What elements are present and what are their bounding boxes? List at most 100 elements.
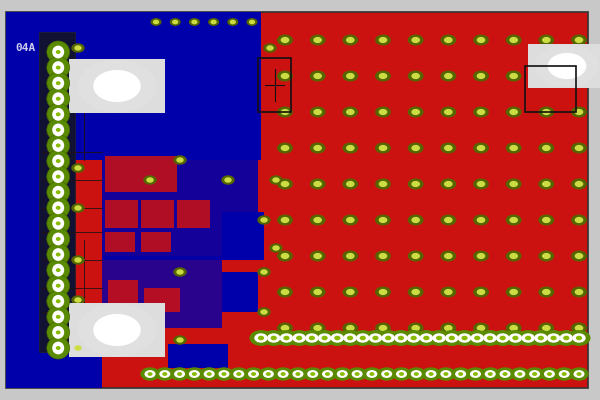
Circle shape: [445, 182, 452, 186]
Circle shape: [160, 371, 170, 377]
Circle shape: [412, 290, 419, 294]
Circle shape: [72, 344, 84, 352]
Circle shape: [572, 179, 586, 189]
Circle shape: [170, 19, 180, 25]
Circle shape: [261, 310, 267, 314]
Circle shape: [575, 74, 583, 78]
Circle shape: [441, 331, 463, 345]
Circle shape: [144, 176, 156, 184]
Circle shape: [533, 373, 536, 375]
Ellipse shape: [47, 228, 70, 250]
Ellipse shape: [47, 166, 70, 188]
Circle shape: [347, 254, 354, 258]
Circle shape: [249, 371, 259, 377]
Circle shape: [539, 35, 554, 45]
Ellipse shape: [52, 217, 64, 230]
Circle shape: [376, 71, 390, 81]
Circle shape: [177, 270, 183, 274]
Circle shape: [409, 35, 423, 45]
Circle shape: [174, 156, 186, 164]
Bar: [39, 32, 75, 352]
Circle shape: [284, 336, 289, 340]
Circle shape: [376, 143, 390, 153]
Ellipse shape: [52, 201, 64, 214]
Circle shape: [416, 331, 437, 345]
Circle shape: [445, 218, 452, 222]
Circle shape: [219, 371, 229, 377]
Circle shape: [230, 368, 248, 380]
Circle shape: [310, 107, 325, 117]
Ellipse shape: [56, 112, 61, 116]
Circle shape: [344, 334, 356, 342]
Circle shape: [331, 334, 343, 342]
Circle shape: [177, 338, 183, 342]
Circle shape: [245, 368, 263, 380]
Circle shape: [474, 323, 488, 333]
Circle shape: [75, 258, 81, 262]
Bar: [141, 200, 174, 228]
Ellipse shape: [56, 159, 61, 163]
Circle shape: [343, 143, 358, 153]
Circle shape: [314, 290, 321, 294]
Circle shape: [518, 373, 521, 375]
Circle shape: [412, 182, 419, 186]
Circle shape: [339, 331, 361, 345]
Circle shape: [178, 373, 181, 375]
Circle shape: [376, 215, 390, 225]
Circle shape: [575, 182, 583, 186]
Circle shape: [575, 218, 583, 222]
Circle shape: [409, 71, 423, 81]
Ellipse shape: [52, 310, 64, 323]
Circle shape: [376, 323, 390, 333]
Circle shape: [470, 371, 480, 377]
Circle shape: [278, 35, 292, 45]
Circle shape: [543, 218, 550, 222]
Ellipse shape: [52, 186, 64, 199]
Ellipse shape: [52, 124, 64, 136]
Circle shape: [347, 218, 354, 222]
Circle shape: [156, 368, 174, 380]
Circle shape: [319, 334, 331, 342]
Bar: [105, 232, 135, 252]
Circle shape: [473, 373, 477, 375]
Circle shape: [258, 308, 270, 316]
Circle shape: [515, 371, 524, 377]
Circle shape: [437, 336, 442, 340]
Circle shape: [75, 206, 81, 210]
Bar: [258, 58, 291, 112]
Circle shape: [397, 371, 406, 377]
Circle shape: [278, 371, 288, 377]
Circle shape: [441, 251, 455, 261]
Circle shape: [72, 44, 84, 52]
Ellipse shape: [47, 41, 70, 63]
Circle shape: [278, 215, 292, 225]
Circle shape: [347, 326, 354, 330]
Circle shape: [412, 38, 419, 42]
Circle shape: [273, 246, 279, 250]
Circle shape: [441, 107, 455, 117]
Circle shape: [205, 371, 214, 377]
Circle shape: [452, 368, 470, 380]
Circle shape: [539, 287, 554, 297]
Circle shape: [234, 371, 244, 377]
Circle shape: [314, 326, 321, 330]
Ellipse shape: [47, 244, 70, 266]
Circle shape: [352, 371, 362, 377]
Circle shape: [551, 336, 556, 340]
Circle shape: [185, 368, 203, 380]
Circle shape: [412, 371, 421, 377]
Ellipse shape: [47, 72, 70, 94]
Circle shape: [355, 373, 359, 375]
Bar: [222, 272, 258, 312]
Circle shape: [310, 323, 325, 333]
Circle shape: [347, 336, 352, 340]
Circle shape: [445, 38, 452, 42]
Circle shape: [271, 336, 276, 340]
Circle shape: [343, 287, 358, 297]
Circle shape: [370, 334, 382, 342]
Ellipse shape: [47, 290, 70, 312]
Ellipse shape: [56, 237, 61, 241]
Circle shape: [222, 373, 226, 375]
Circle shape: [274, 368, 292, 380]
Circle shape: [379, 254, 386, 258]
